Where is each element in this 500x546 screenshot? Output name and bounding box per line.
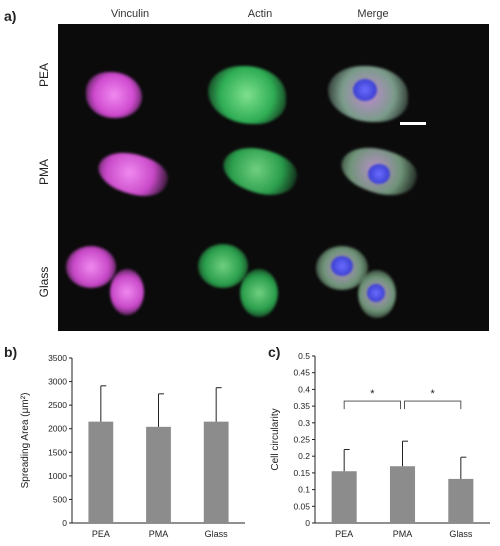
microscopy-image-grid — [58, 24, 489, 331]
nucleus-merge-pea — [353, 79, 377, 101]
panel-a-letter: a) — [4, 8, 17, 24]
cell-actin-glass-2 — [240, 269, 278, 317]
y-tick-label: 0.2 — [298, 451, 310, 461]
cell-actin-pea — [208, 66, 286, 124]
y-tick-label: 1000 — [48, 471, 67, 481]
y-tick-label: 0.05 — [293, 501, 310, 511]
x-tick-label: Glass — [449, 529, 473, 539]
row-label-pea: PEA — [37, 63, 51, 88]
bar — [88, 421, 114, 523]
y-tick-label: 2000 — [48, 424, 67, 434]
y-tick-label: 2500 — [48, 400, 67, 410]
nucleus-merge-pma — [368, 164, 390, 184]
cell-vinculin-pma — [93, 143, 173, 205]
y-tick-label: 0.4 — [298, 384, 310, 394]
x-tick-label: PEA — [335, 529, 353, 539]
bar — [331, 471, 357, 523]
y-tick-label: 0.15 — [293, 468, 310, 478]
cell-circularity-chart: 0 0.05 0.1 0.15 0.2 0.25 0.3 0.35 0.4 0.45 0.5 Cell… — [270, 351, 490, 539]
panel-b-letter: b) — [4, 344, 18, 360]
significance-bracket — [343, 400, 401, 410]
y-tick-label: 0 — [305, 518, 310, 528]
column-label-vinculin: Vinculin — [110, 8, 150, 20]
y-tick-label: 3500 — [48, 353, 67, 363]
cell-vinculin-glass-2 — [110, 269, 144, 315]
x-tick-label: PMA — [149, 529, 169, 539]
cell-actin-glass-1 — [198, 244, 248, 288]
nucleus-merge-glass-1 — [331, 256, 353, 276]
y-tick-label: 0.3 — [298, 418, 310, 428]
significance-star: * — [370, 388, 375, 400]
y-tick-label: 1500 — [48, 447, 67, 457]
x-tick-label: PEA — [92, 529, 110, 539]
row-label-pma: PMA — [37, 159, 51, 186]
bar — [448, 478, 474, 523]
nucleus-merge-glass-2 — [367, 284, 385, 302]
spreading-area-chart: 0 500 1000 1500 2000 2500 3000 3500 Spreading Ar… — [20, 353, 245, 539]
y-tick-label: 0.5 — [298, 351, 310, 361]
x-tick-label: Glass — [205, 529, 229, 539]
y-axis-label: Cell circularity — [270, 408, 281, 470]
bar — [203, 421, 229, 523]
y-tick-label: 0.25 — [293, 435, 310, 445]
row-label-glass: Glass — [37, 266, 51, 298]
y-axis-label: Spreading Area (μm²) — [20, 393, 31, 489]
panel-c-letter: c) — [268, 344, 281, 360]
cell-vinculin-pea — [86, 72, 142, 118]
y-tick-label: 3000 — [48, 377, 67, 387]
significance-star: * — [431, 388, 436, 400]
y-tick-label: 0.35 — [293, 401, 310, 411]
y-tick-label: 500 — [53, 494, 67, 504]
cell-actin-pma — [217, 137, 303, 205]
y-tick-label: 0.1 — [298, 485, 310, 495]
column-label-merge: Merge — [357, 8, 389, 20]
scale-bar — [400, 122, 426, 125]
y-tick-label: 0 — [62, 518, 67, 528]
bar — [389, 466, 416, 523]
y-tick-label: 0.45 — [293, 368, 310, 378]
x-tick-label: PMA — [393, 529, 413, 539]
significance-bracket — [404, 400, 462, 410]
cell-vinculin-glass-1 — [66, 246, 116, 288]
bar — [146, 426, 171, 523]
column-label-actin: Actin — [247, 8, 273, 20]
